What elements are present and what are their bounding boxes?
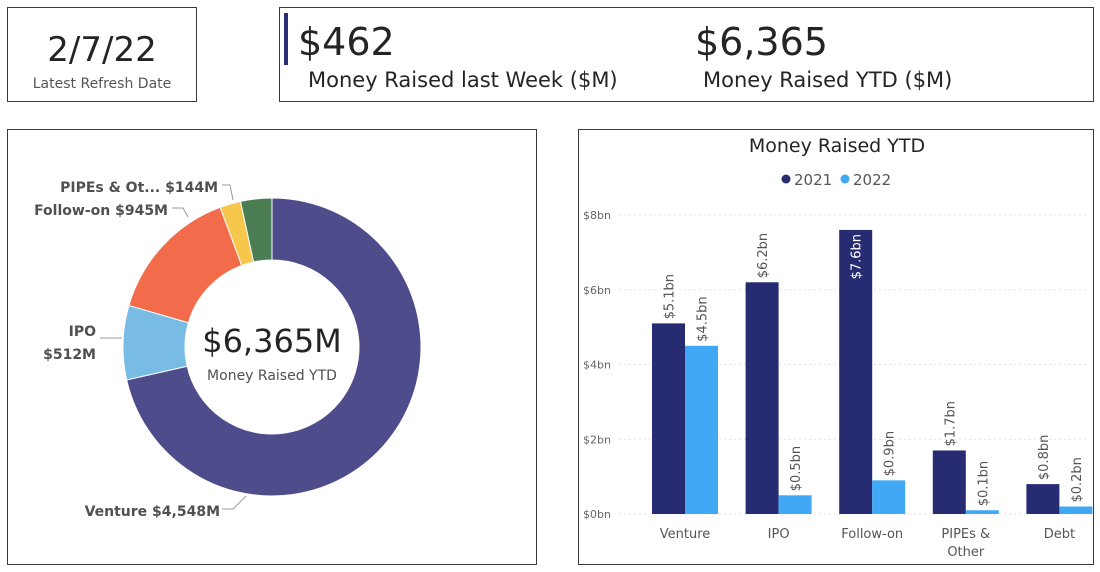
donut-chart: Venture $4,548M IPO $512M Follow-on $945… [34,180,422,520]
kpi-week-label: Money Raised last Week ($M) [308,68,618,92]
bar-chart-card: Money Raised YTD 2021 2022 $0bn $2bn $4bn $… [578,129,1094,565]
data-label-pipes-other-2021: $1.7bn [943,401,958,446]
donut-center-value: $6,365M [202,322,342,360]
donut-slice-venture[interactable] [126,197,422,497]
bar-debt-2021[interactable] [1026,484,1060,514]
bar-ipo-2021[interactable] [745,282,779,514]
legend-marker-2022 [840,174,850,184]
data-label-venture-2021: $5.1bn [663,274,678,319]
y-tick-label: $8bn [583,209,611,222]
bar-venture-2022[interactable] [685,345,718,514]
x-tick-label-ipo: IPO [768,527,790,542]
y-tick-label: $4bn [583,359,611,372]
bar-pipes-other-2022[interactable] [965,510,999,514]
donut-label-venture: Venture $4,548M [85,504,220,520]
y-tick-label: $0bn [583,508,611,521]
donut-slice-follow-on[interactable] [128,206,243,324]
bar-follow-on-2022[interactable] [872,480,906,514]
bar-pipes-other-2021[interactable] [932,450,966,514]
data-label-ipo-2021: $6.2bn [756,233,771,278]
leader-pipes [222,184,234,201]
bar-venture-2021[interactable] [652,323,685,514]
donut-chart-card: Venture $4,548M IPO $512M Follow-on $945… [7,129,537,565]
kpi-accent-bar [284,13,288,65]
kpi-week-value: $462 [298,20,395,64]
y-tick-label: $6bn [583,284,611,297]
refresh-date-label: Latest Refresh Date [32,76,172,92]
refresh-card: 2/7/22 Latest Refresh Date [7,7,197,102]
bar-chart: Money Raised YTD 2021 2022 $0bn $2bn $4bn $… [583,135,1093,560]
refresh-date: 2/7/22 [47,30,157,70]
donut-label-ipo-name: IPO [69,324,96,340]
donut-label-pipes: PIPEs & Ot... $144M [60,180,218,196]
data-label-follow-on-2022: $0.9bn [883,431,898,476]
data-label-ipo-2022: $0.5bn [789,446,804,491]
data-label-debt-2022: $0.2bn [1070,457,1085,502]
data-label-venture-2022: $4.5bn [696,296,711,341]
donut-slice-debt[interactable] [239,197,273,263]
bar-chart-title: Money Raised YTD [749,135,925,157]
kpi-ytd-label: Money Raised YTD ($M) [703,68,953,92]
x-tick-label-pipes-other: Other [947,545,985,560]
legend-marker-2021 [781,174,791,184]
data-label-debt-2021: $0.8bn [1037,435,1052,480]
bar-follow-on-2021[interactable] [839,229,873,514]
legend-label-2021: 2021 [794,171,832,189]
donut-center-label: Money Raised YTD [207,368,337,384]
x-tick-label-venture: Venture [660,527,711,542]
bar-debt-2022[interactable] [1059,506,1093,514]
leader-venture [222,495,247,510]
donut-label-ipo-value: $512M [43,347,96,363]
x-tick-label-follow-on: Follow-on [841,527,903,542]
legend: 2021 2022 [781,171,891,189]
x-tick-label-pipes-other: PIPEs & [941,527,990,542]
y-tick-label: $2bn [583,433,611,446]
donut-label-follow-on: Follow-on $945M [34,203,168,219]
bar-ipo-2022[interactable] [778,495,812,514]
kpi-ytd-value: $6,365 [695,20,828,64]
data-label-follow-on-2021: $7.6bn [850,234,865,279]
x-tick-label-debt: Debt [1044,527,1075,542]
leader-follow-on [172,207,189,218]
data-label-pipes-other-2022: $0.1bn [976,461,991,506]
legend-label-2022: 2022 [853,171,891,189]
kpi-card: $462 Money Raised last Week ($M) $6,365 … [279,7,1094,102]
